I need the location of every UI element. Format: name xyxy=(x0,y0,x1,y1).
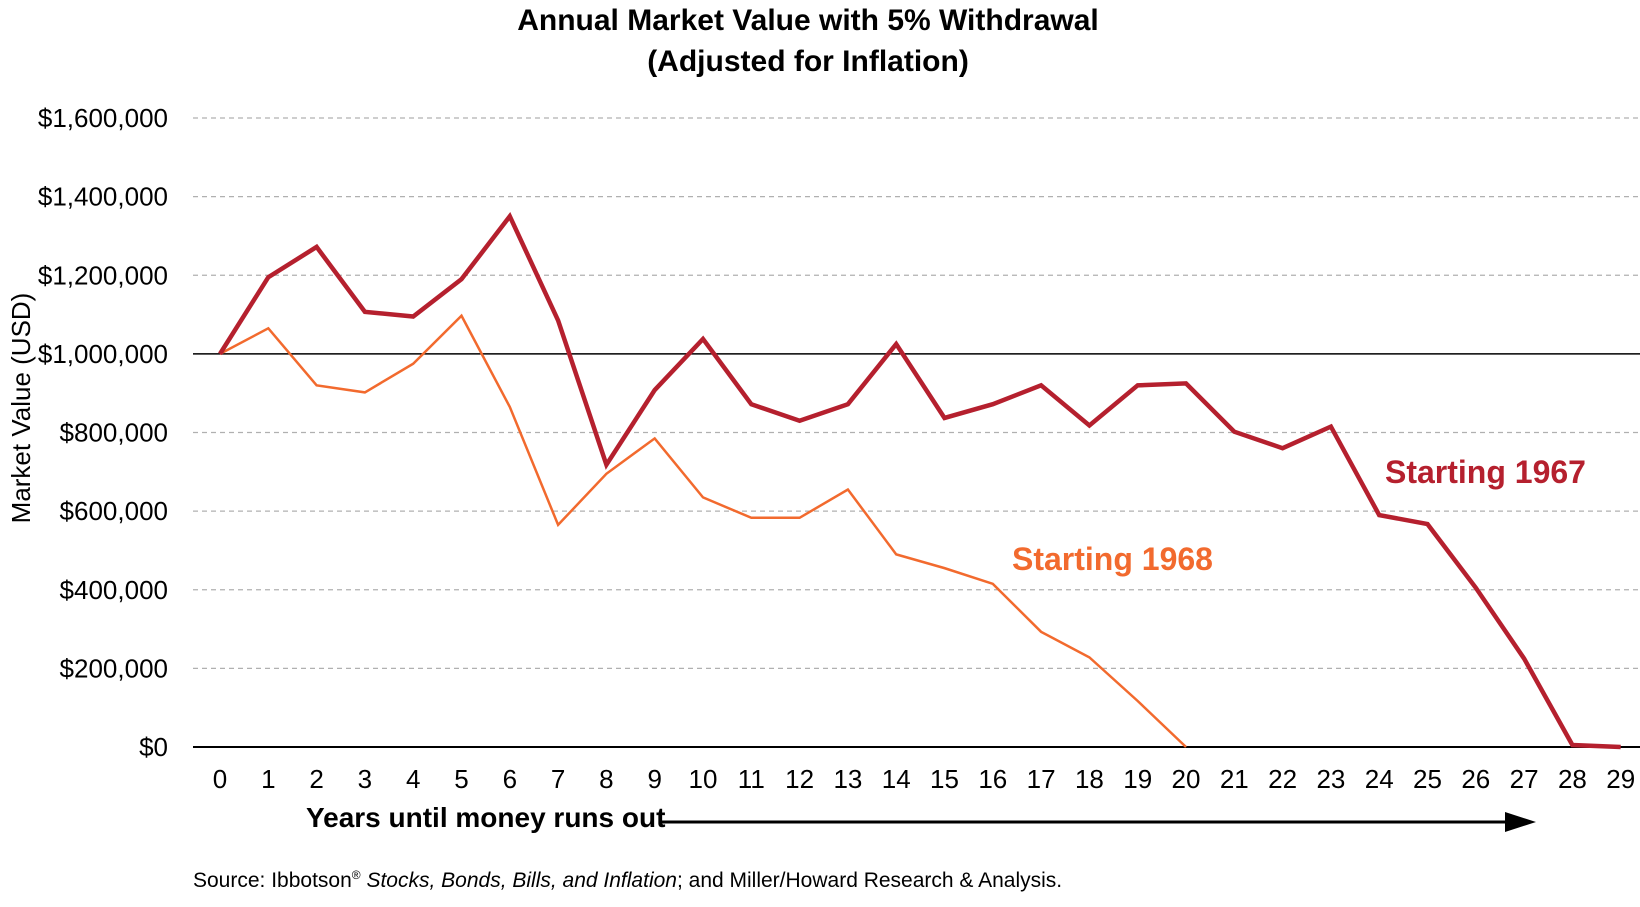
y-tick-label: $0 xyxy=(139,732,168,762)
x-axis-arrow xyxy=(660,812,1536,832)
x-tick-label: 18 xyxy=(1075,764,1104,794)
x-tick-label: 29 xyxy=(1606,764,1635,794)
y-tick-label: $1,600,000 xyxy=(38,103,168,133)
x-tick-label: 2 xyxy=(309,764,323,794)
y-tick-labels: $0 $200,000 $400,000 $600,000 $800,000 $1,000… xyxy=(38,103,168,762)
series-lines xyxy=(218,211,1621,750)
y-axis-label: Market Value (USD) xyxy=(6,293,36,524)
x-tick-label: 16 xyxy=(978,764,1007,794)
y-tick-label: $1,200,000 xyxy=(38,260,168,290)
y-tick-label: $200,000 xyxy=(60,653,168,683)
x-tick-label: 28 xyxy=(1558,764,1587,794)
y-tick-label: $400,000 xyxy=(60,575,168,605)
x-tick-label: 23 xyxy=(1316,764,1345,794)
x-tick-label: 19 xyxy=(1123,764,1152,794)
y-tick-label: $1,400,000 xyxy=(38,182,168,212)
x-tick-label: 27 xyxy=(1510,764,1539,794)
x-tick-label: 3 xyxy=(358,764,372,794)
x-tick-label: 4 xyxy=(406,764,420,794)
x-tick-label: 10 xyxy=(689,764,718,794)
x-tick-label: 17 xyxy=(1027,764,1056,794)
x-tick-label: 25 xyxy=(1413,764,1442,794)
x-tick-label: 20 xyxy=(1172,764,1201,794)
x-tick-label: 0 xyxy=(213,764,227,794)
series-label-1967: Starting 1967 xyxy=(1385,454,1586,490)
x-tick-label: 5 xyxy=(454,764,468,794)
x-tick-label: 21 xyxy=(1220,764,1249,794)
x-tick-label: 12 xyxy=(785,764,814,794)
x-tick-label: 6 xyxy=(503,764,517,794)
gridlines xyxy=(193,117,1640,748)
y-tick-label: $1,000,000 xyxy=(38,339,168,369)
source-note: Source: Ibbotson® Stocks, Bonds, Bills, … xyxy=(193,868,1063,892)
series-line-1967 xyxy=(218,211,1621,750)
x-tick-label: 7 xyxy=(551,764,565,794)
y-tick-label: $800,000 xyxy=(60,418,168,448)
series-line-1968 xyxy=(219,313,1187,748)
x-axis-label: Years until money runs out xyxy=(306,802,665,833)
chart-subtitle: (Adjusted for Inflation) xyxy=(647,45,969,78)
x-tick-label: 24 xyxy=(1365,764,1394,794)
x-tick-label: 15 xyxy=(930,764,959,794)
x-tick-label: 14 xyxy=(882,764,911,794)
x-tick-label: 9 xyxy=(647,764,661,794)
x-tick-label: 8 xyxy=(599,764,613,794)
series-label-1968: Starting 1968 xyxy=(1012,541,1213,577)
x-tick-label: 11 xyxy=(738,764,765,794)
x-tick-label: 13 xyxy=(833,764,862,794)
chart-title: Annual Market Value with 5% Withdrawal xyxy=(517,4,1099,37)
y-tick-label: $600,000 xyxy=(60,496,168,526)
x-tick-label: 26 xyxy=(1461,764,1490,794)
x-tick-labels: 0 1 2 3 4 5 6 7 8 9 10 11 12 13 14 15 16 17 18 19 20 21 22 23 24… xyxy=(213,764,1635,794)
x-tick-label: 22 xyxy=(1268,764,1297,794)
x-tick-label: 1 xyxy=(261,764,275,794)
